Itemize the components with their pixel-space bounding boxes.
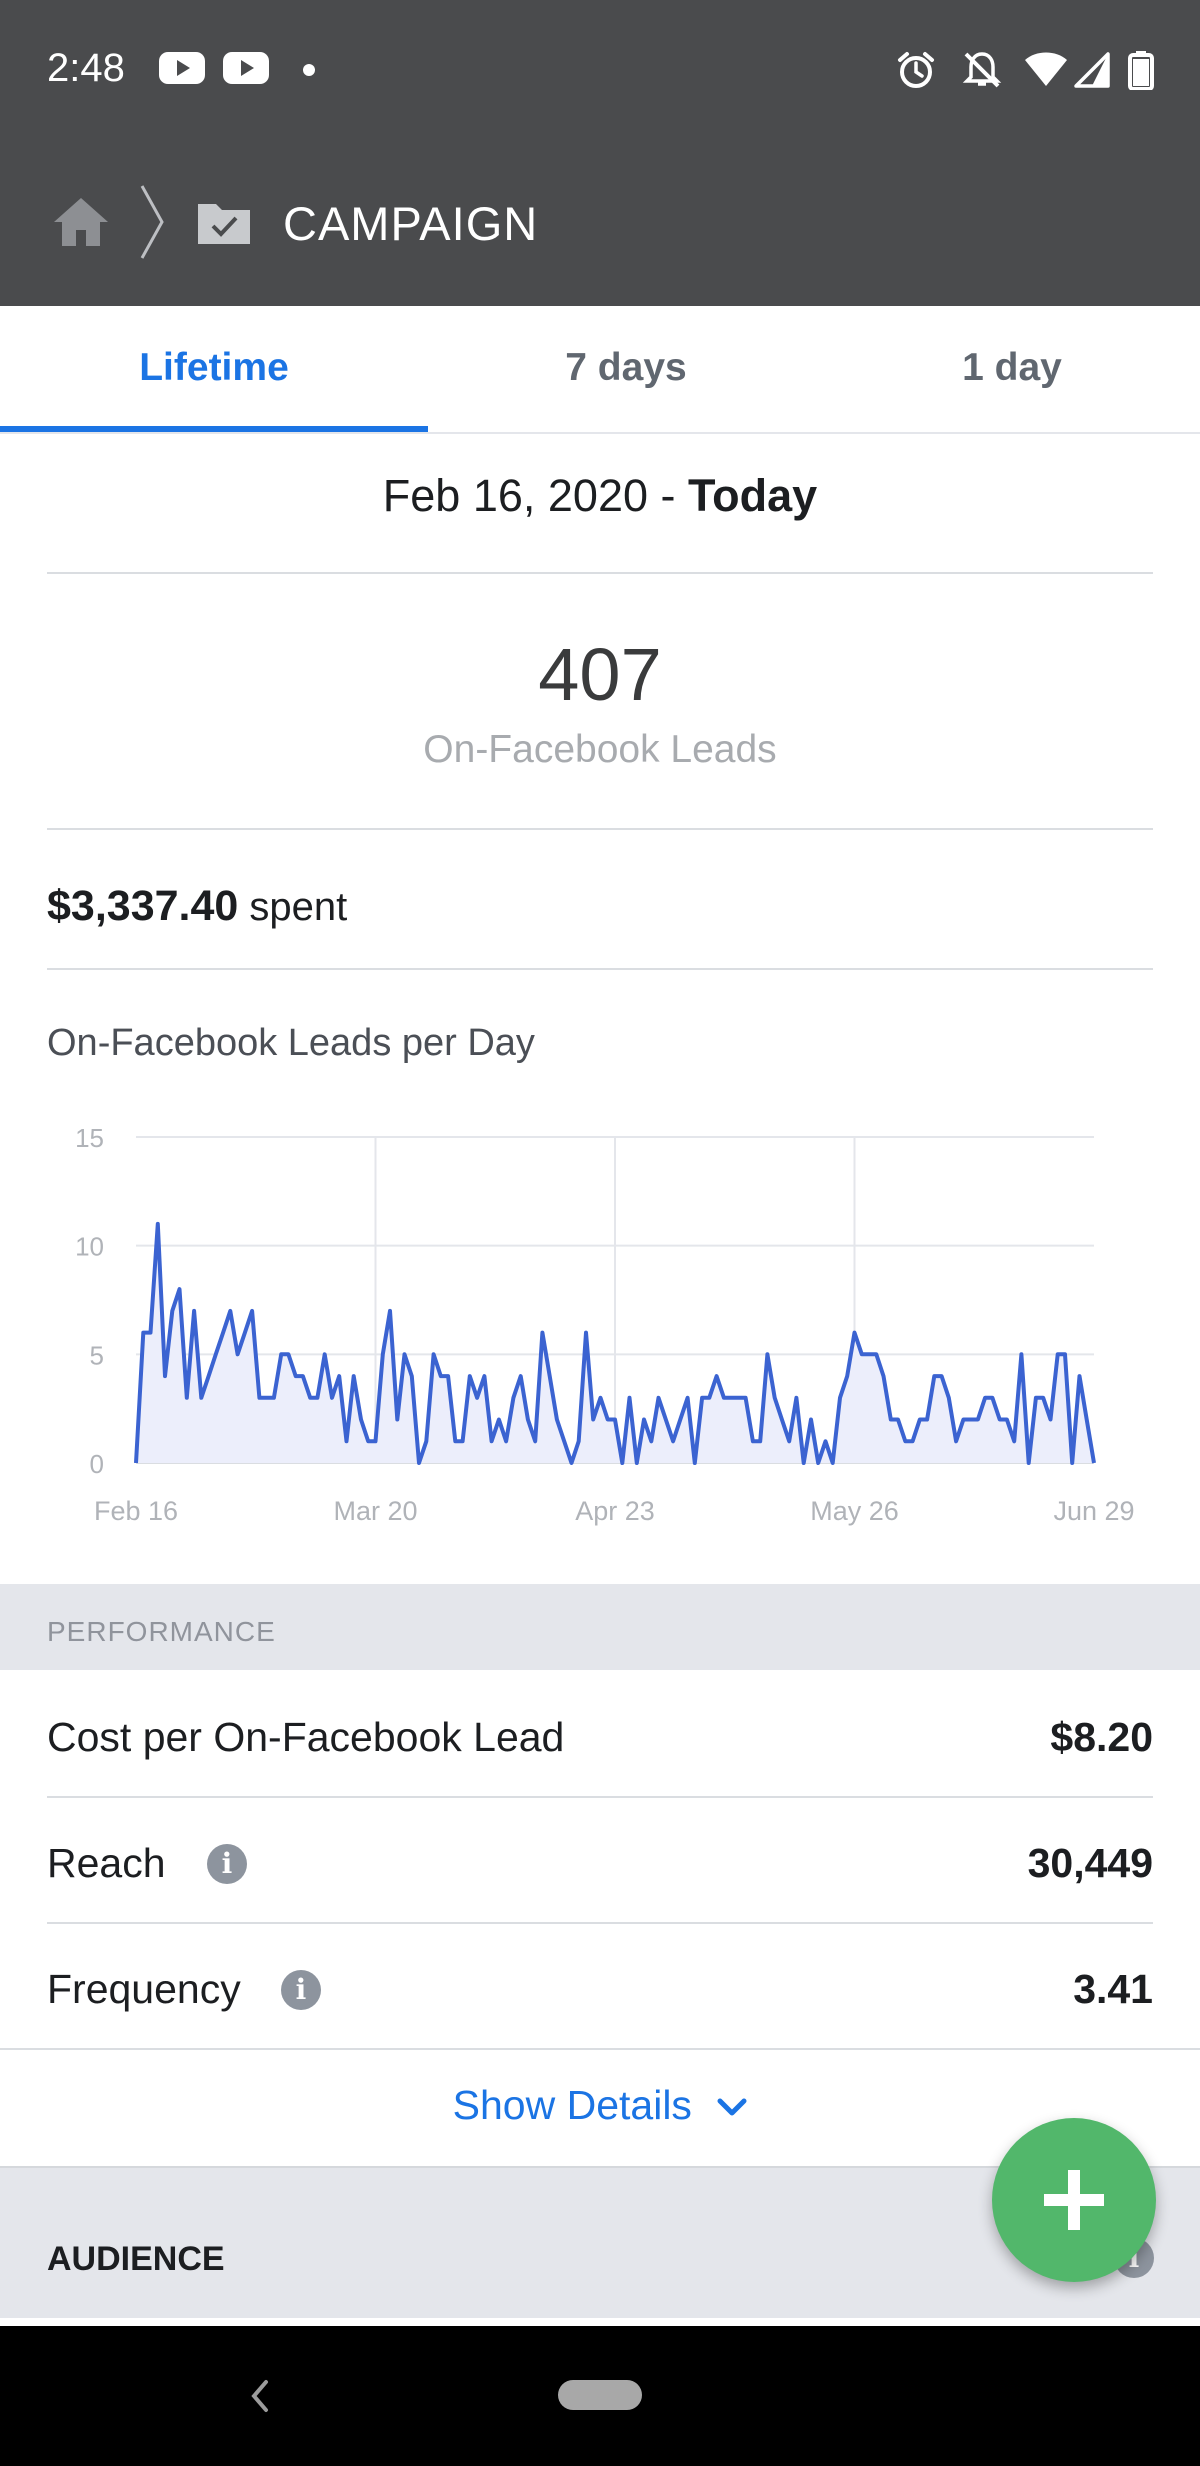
- series-area: [136, 1223, 1094, 1463]
- show-details-button[interactable]: Show Details: [0, 2082, 1200, 2129]
- tab-lifetime[interactable]: Lifetime: [139, 346, 289, 389]
- metric-value: 3.41: [1073, 1966, 1153, 2012]
- plus-icon: [1044, 2170, 1104, 2230]
- y-tick-label: 15: [75, 1123, 104, 1153]
- divider: [47, 1796, 1153, 1798]
- divider: [0, 2048, 1200, 2050]
- metric-row-frequency: Frequency i 3.41: [47, 1924, 1153, 2048]
- metric-value: $8.20: [1050, 1714, 1153, 1760]
- alarm-icon: [898, 52, 934, 88]
- page-title: CAMPAIGN: [283, 197, 539, 250]
- leads-total-label: On-Facebook Leads: [423, 728, 777, 771]
- divider: [47, 968, 1153, 970]
- date-range-end: Today: [688, 470, 818, 521]
- chevron-down-icon: [717, 2098, 747, 2116]
- date-range: Feb 16, 2020 - Today: [0, 470, 1200, 522]
- x-tick-label: Apr 23: [575, 1496, 655, 1526]
- info-icon[interactable]: i: [207, 1844, 247, 1884]
- home-pill[interactable]: [558, 2380, 642, 2410]
- divider: [47, 572, 1153, 574]
- youtube-icon: [159, 52, 205, 84]
- x-tick-label: Feb 16: [94, 1496, 178, 1526]
- active-tab-indicator: [0, 426, 428, 432]
- series-line: [134, 1221, 1096, 1465]
- performance-header: PERFORMANCE: [47, 1616, 276, 1647]
- spent-amount: $3,337.40: [47, 882, 239, 930]
- campaign-folder-icon: [198, 204, 250, 244]
- tab-7-days[interactable]: 7 days: [565, 346, 687, 389]
- divider: [47, 1922, 1153, 1924]
- notifications-off-icon: [962, 52, 1002, 88]
- x-tick-label: Mar 20: [333, 1496, 417, 1526]
- audience-header: AUDIENCE: [47, 2240, 225, 2278]
- metric-row-cost-per-lead: Cost per On-Facebook Lead $8.20: [47, 1672, 1153, 1796]
- y-tick-label: 10: [75, 1232, 104, 1262]
- metric-label: Cost per On-Facebook Lead: [47, 1714, 565, 1760]
- add-button[interactable]: [992, 2118, 1156, 2282]
- back-icon[interactable]: [244, 2376, 274, 2416]
- top-nav: CAMPAIGN: [0, 140, 1200, 306]
- home-icon[interactable]: [52, 196, 110, 248]
- youtube-icon: [223, 52, 269, 84]
- metric-label: Reach: [47, 1840, 166, 1886]
- status-bar: 2:48: [0, 0, 1200, 140]
- info-icon[interactable]: i: [281, 1970, 321, 2010]
- metric-label: Frequency: [47, 1966, 241, 2012]
- status-time: 2:48: [47, 46, 125, 90]
- signal-icon: [1074, 52, 1110, 88]
- leads-total: 407: [538, 633, 662, 716]
- dot-icon: [303, 64, 315, 76]
- y-tick-label: 0: [90, 1449, 104, 1479]
- wifi-icon: [1025, 52, 1067, 86]
- chart-title: On-Facebook Leads per Day: [47, 1022, 535, 1064]
- show-details-label: Show Details: [452, 2082, 692, 2128]
- x-tick-label: Jun 29: [1053, 1496, 1134, 1526]
- leads-per-day-chart: 15 10 5 0 Feb 16 Mar 20 Apr 23 May 26 Jun 29: [75, 1123, 1134, 1526]
- divider: [47, 828, 1153, 830]
- y-tick-label: 5: [90, 1340, 104, 1370]
- chevron-right-icon: [140, 185, 164, 259]
- spent-label: spent: [249, 885, 348, 929]
- x-tick-label: May 26: [810, 1496, 899, 1526]
- battery-icon: [1128, 51, 1154, 90]
- metric-row-reach: Reach i 30,449: [47, 1798, 1153, 1922]
- date-range-start: Feb 16, 2020 -: [382, 470, 676, 521]
- tab-1-day[interactable]: 1 day: [962, 346, 1062, 389]
- metric-value: 30,449: [1027, 1840, 1153, 1886]
- system-nav-bar: [0, 2326, 1200, 2466]
- performance-section-header: PERFORMANCE: [0, 1584, 1200, 1670]
- amount-spent: $3,337.40 spent: [47, 882, 347, 931]
- date-tabs: Lifetime 7 days 1 day: [0, 306, 1200, 434]
